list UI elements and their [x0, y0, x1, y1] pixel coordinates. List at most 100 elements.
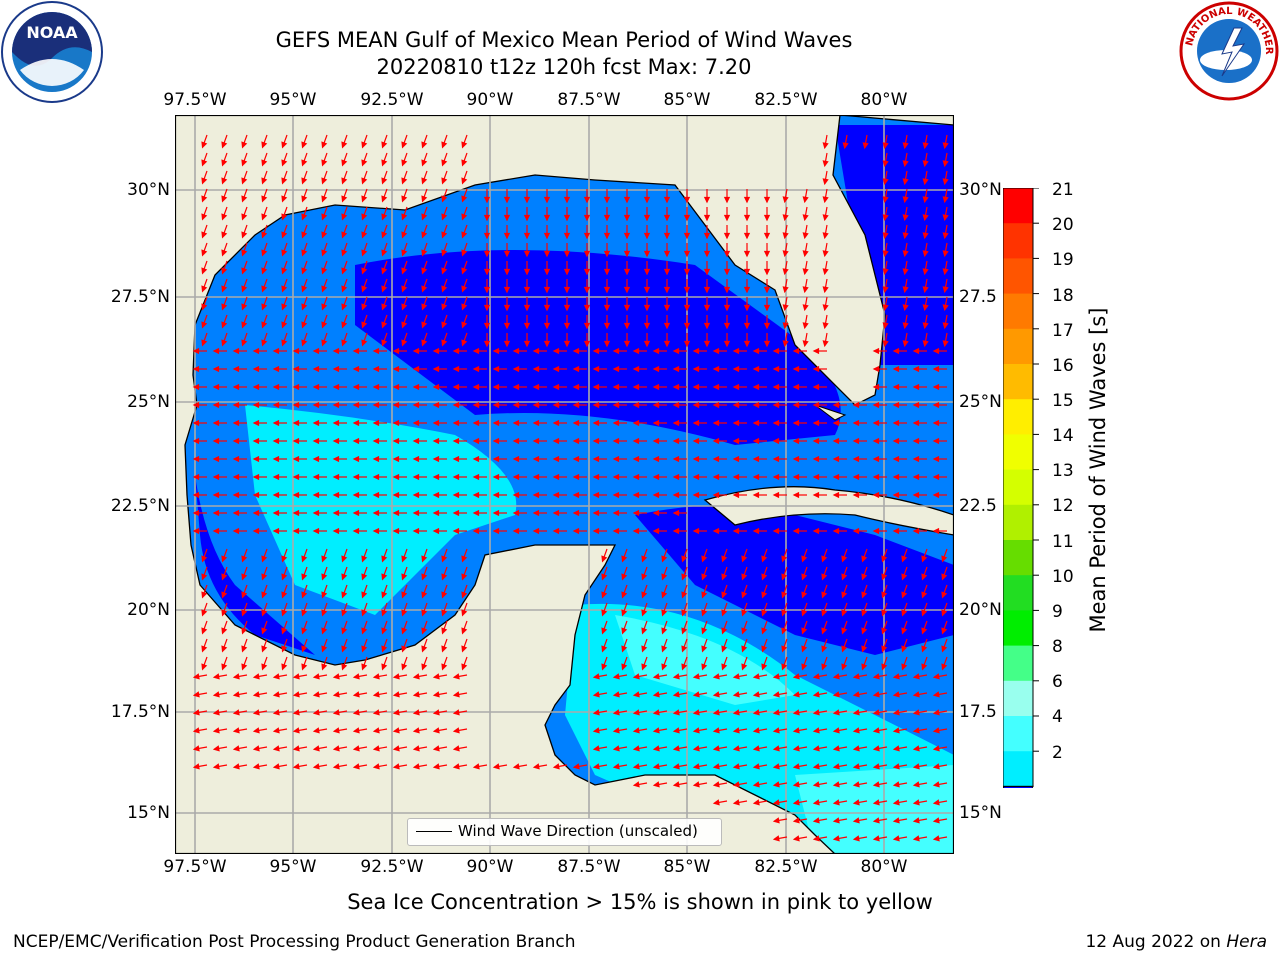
wave-arrow-head	[192, 437, 200, 445]
wave-arrow-head	[932, 799, 940, 806]
wave-arrow-head	[822, 304, 829, 312]
wave-arrow-head	[543, 322, 551, 330]
wave-arrow-head	[341, 231, 348, 239]
wave-arrow-head	[261, 609, 268, 617]
credit-organization: NCEP/EMC/Verification Post Processing Pr…	[13, 932, 576, 952]
wave-arrow-head	[532, 437, 540, 445]
wave-arrow-head	[332, 727, 340, 734]
wave-arrow-head	[321, 177, 328, 185]
wave-arrow-head	[552, 455, 560, 463]
wave-arrow-head	[461, 141, 468, 149]
wave-arrow-head	[643, 214, 651, 222]
chart-title: GEFS MEAN Gulf of Mexico Mean Period of …	[275, 28, 853, 52]
wave-arrow-head	[412, 455, 420, 463]
wave-arrow-head	[381, 213, 388, 221]
wave-arrow-head	[301, 195, 308, 203]
wave-arrow-head	[822, 286, 829, 294]
wave-arrow-head	[432, 763, 440, 770]
wave-arrow-head	[221, 267, 228, 275]
wave-arrow-head	[632, 365, 640, 373]
wave-arrow-head	[492, 491, 500, 499]
wave-arrow-head	[942, 142, 949, 150]
wave-arrow-head	[672, 509, 680, 517]
wave-arrow-head	[341, 249, 348, 257]
wave-arrow-head	[341, 321, 348, 329]
wave-arrow-head	[192, 745, 200, 752]
wave-arrow-head	[461, 303, 468, 311]
wave-arrow-head	[692, 727, 700, 734]
wave-arrow-head	[352, 365, 360, 373]
wave-arrow-head	[312, 709, 320, 716]
wave-arrow-head	[801, 573, 808, 581]
wave-arrow-head	[392, 527, 400, 535]
wave-arrow-head	[361, 663, 368, 671]
wave-arrow-head	[252, 673, 260, 680]
wave-arrow-head	[232, 383, 240, 391]
wave-arrow-head	[332, 527, 340, 535]
wave-arrow-head	[512, 509, 520, 517]
wave-arrow-head	[661, 663, 668, 671]
wave-arrow-head	[772, 419, 780, 427]
wave-arrow-head	[221, 195, 228, 203]
wave-arrow-head	[621, 663, 628, 671]
wave-arrow-head	[532, 383, 540, 391]
wave-arrow-head	[301, 321, 308, 329]
wave-arrow-head	[692, 709, 700, 716]
wave-arrow-head	[802, 322, 809, 330]
wave-arrow-head	[932, 437, 940, 445]
wave-arrow-head	[672, 781, 680, 788]
wave-arrow-head	[852, 817, 860, 824]
wave-arrow-head	[761, 645, 768, 653]
wave-arrow-head	[401, 231, 408, 239]
wave-arrow-head	[861, 591, 868, 599]
wave-arrow-head	[781, 627, 788, 635]
wave-arrow-head	[612, 365, 620, 373]
wave-arrow-head	[743, 322, 751, 330]
wave-arrow-head	[281, 609, 288, 617]
wave-arrow-head	[683, 196, 691, 204]
wave-arrow-head	[372, 727, 380, 734]
wave-arrow-head	[572, 347, 580, 355]
wave-arrow-head	[632, 473, 640, 481]
wave-arrow-head	[772, 691, 780, 698]
wave-arrow-head	[261, 177, 268, 185]
wave-arrow-head	[212, 365, 220, 373]
wave-arrow-head	[292, 673, 300, 680]
wave-arrow-head	[192, 455, 200, 463]
wave-arrow-head	[301, 159, 308, 167]
wave-arrow-head	[563, 322, 571, 330]
wave-arrow-head	[782, 340, 789, 348]
wave-arrow-head	[392, 347, 400, 355]
wave-arrow-head	[681, 573, 688, 581]
wave-arrow-head	[782, 214, 789, 222]
colorbar-tick-label: 9	[1052, 602, 1063, 622]
wave-arrow-head	[401, 267, 408, 275]
wave-arrow-head	[441, 213, 448, 221]
wave-arrow-head	[941, 609, 948, 617]
colorbar-outline	[1003, 188, 1034, 787]
wave-arrow-head	[852, 727, 860, 734]
wave-arrow-head	[372, 383, 380, 391]
wave-arrow-head	[412, 437, 420, 445]
svg-text:NOAA: NOAA	[26, 23, 78, 42]
wave-arrow-head	[692, 527, 700, 535]
wave-arrow-head	[461, 177, 468, 185]
wave-arrow-head	[461, 555, 468, 563]
wave-arrow-head	[301, 285, 308, 293]
wave-arrow-head	[752, 763, 760, 770]
wave-arrow-head	[781, 609, 788, 617]
wave-arrow-head	[881, 627, 888, 635]
nws-logo: NATIONAL WEATHER SERVICE	[1178, 0, 1279, 101]
wave-arrow-head	[703, 196, 711, 204]
wave-arrow-head	[612, 437, 620, 445]
wave-arrow-head	[822, 250, 829, 258]
wave-arrow-head	[532, 419, 540, 427]
wave-arrow-head	[932, 763, 940, 770]
wave-arrow-head	[921, 645, 928, 653]
wave-arrow-head	[801, 645, 808, 653]
wave-arrow-head	[281, 645, 288, 653]
wave-arrow-head	[912, 745, 920, 752]
wave-arrow-head	[872, 383, 880, 391]
wave-arrow-head	[523, 196, 531, 204]
wave-arrow-head	[932, 419, 940, 427]
